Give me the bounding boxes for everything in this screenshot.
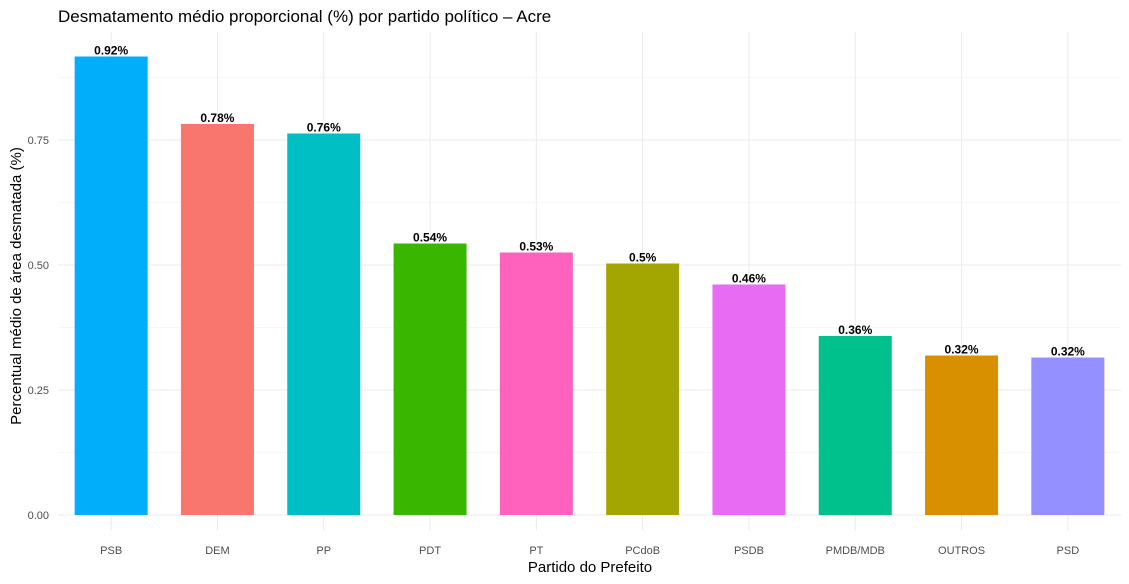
bar [925, 355, 999, 515]
x-tick-label: PSB [100, 545, 122, 557]
bar [818, 336, 892, 515]
y-axis-title: Percentual médio de área desmatada (%) [8, 147, 25, 425]
x-tick-label: PSDB [734, 545, 764, 557]
bar-value-label: 0.76% [307, 121, 341, 135]
bar-value-label: 0.92% [94, 44, 128, 58]
bar-value-labels: 0.92% 0.78% 0.76% 0.54% 0.53% 0.5% 0.46% 0.36% 0… [94, 44, 1085, 359]
bar-value-label: 0.5% [629, 251, 657, 265]
bar [1031, 357, 1105, 515]
bar-value-label: 0.78% [200, 111, 234, 125]
bar-value-label: 0.32% [1051, 345, 1085, 359]
bar [393, 243, 467, 515]
x-axis-title: Partido do Prefeito [528, 559, 652, 576]
y-tick-label: 0.75 [28, 135, 49, 147]
x-tick-label: PDT [419, 545, 441, 557]
bar-value-label: 0.54% [413, 231, 447, 245]
chart-title: Desmatamento médio proporcional (%) por … [58, 7, 551, 26]
x-tick-label: PSD [1057, 545, 1080, 557]
x-axis-ticks: PSB DEM PP PDT PT PCdoB PSDB PMDB/MDB OUTROS PSD [100, 545, 1079, 557]
bar [74, 56, 148, 515]
bar [499, 252, 573, 515]
x-tick-label: PMDB/MDB [826, 545, 885, 557]
x-tick-label: DEM [205, 545, 229, 557]
bar [180, 124, 254, 515]
bars [74, 56, 1105, 515]
x-tick-label: PP [316, 545, 331, 557]
bar [606, 263, 680, 515]
bar-value-label: 0.46% [732, 272, 766, 286]
bar-value-label: 0.53% [519, 240, 553, 254]
bar [287, 133, 361, 515]
y-tick-label: 0.00 [28, 510, 49, 522]
y-tick-label: 0.50 [28, 260, 49, 272]
y-tick-label: 0.25 [28, 385, 49, 397]
bar-value-label: 0.36% [838, 323, 872, 337]
x-tick-label: PCdoB [625, 545, 660, 557]
bar-value-label: 0.32% [945, 343, 979, 357]
x-tick-label: PT [529, 545, 543, 557]
x-tick-label: OUTROS [938, 545, 985, 557]
y-axis-ticks: 0.00 0.25 0.50 0.75 [28, 135, 49, 522]
bar [712, 284, 786, 515]
